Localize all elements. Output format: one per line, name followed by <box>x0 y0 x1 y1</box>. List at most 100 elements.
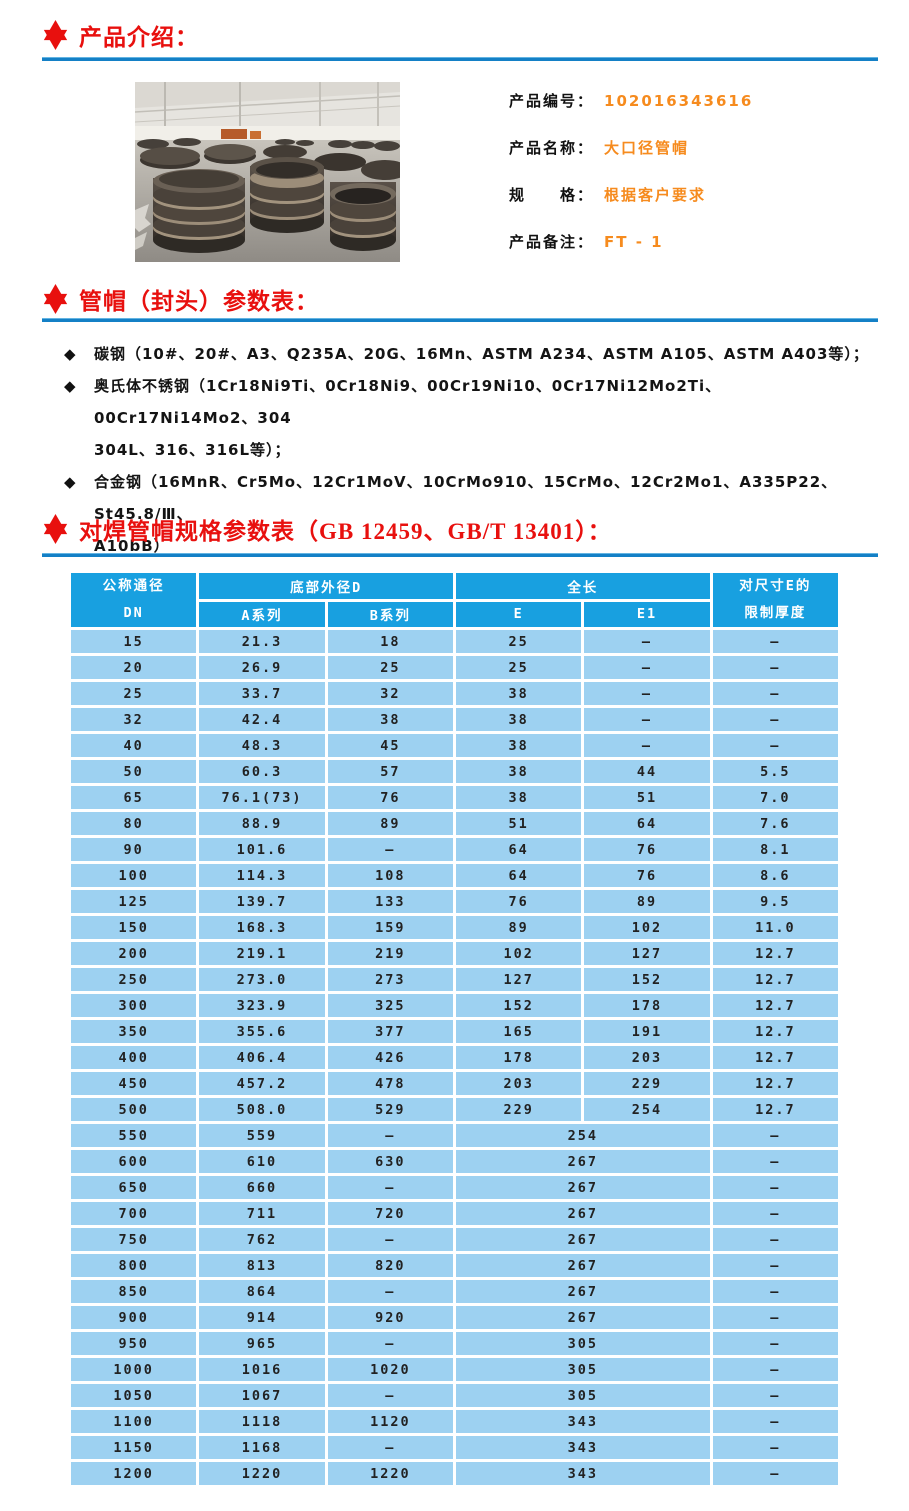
table-cell: – <box>327 838 453 861</box>
table-cell: – <box>712 630 838 653</box>
field-label: 产品备注： <box>509 233 595 251</box>
table-cell: 650 <box>71 1176 197 1199</box>
table-cell: 89 <box>455 916 582 939</box>
table-cell: – <box>712 1384 838 1407</box>
table-row: 600 610 630 267– <box>71 1150 838 1173</box>
table-cell: 850 <box>71 1280 197 1303</box>
table-cell: 76 <box>327 786 453 809</box>
table-cell: 178 <box>455 1046 582 1069</box>
table-cell: 44 <box>584 760 710 783</box>
product-field-name: 产品名称： 大口径管帽 <box>509 137 753 157</box>
material-line: 304L、316、316L等）； <box>94 441 291 459</box>
table-header-row: A系列 B系列 E E1 <box>71 601 838 627</box>
table-cell: 267 <box>455 1280 710 1303</box>
table-cell: 26.9 <box>199 656 325 679</box>
table-cell: 159 <box>327 916 453 939</box>
table-cell: 89 <box>327 812 453 835</box>
table-cell: 12.7 <box>712 942 838 965</box>
table-cell: 203 <box>455 1072 582 1095</box>
table-cell: 478 <box>327 1072 453 1095</box>
table-cell: – <box>712 656 838 679</box>
table-cell: – <box>712 1306 838 1329</box>
table-cell: 1150 <box>71 1436 197 1459</box>
table-cell: 88.9 <box>199 812 325 835</box>
table-cell: 965 <box>199 1332 325 1355</box>
table-cell: 114.3 <box>199 864 325 887</box>
table-cell: 1118 <box>199 1410 325 1433</box>
diamond-bullet-icon: ◆ <box>64 345 77 363</box>
table-cell: 38 <box>327 708 453 731</box>
table-cell: 550 <box>71 1124 197 1147</box>
col-header-b-series: B系列 <box>327 601 453 627</box>
table-cell: – <box>584 708 710 731</box>
table-cell: 1168 <box>199 1436 325 1459</box>
table-cell: 32 <box>327 682 453 705</box>
table-cell: 101.6 <box>199 838 325 861</box>
product-photo <box>135 82 400 262</box>
table-cell: 343 <box>455 1436 710 1459</box>
table-cell: – <box>327 1176 453 1199</box>
table-cell: 559 <box>199 1124 325 1147</box>
table-cell: 100 <box>71 864 197 887</box>
table-row: 1050 1067–305– <box>71 1384 838 1407</box>
table-cell: 133 <box>327 890 453 913</box>
table-cell: – <box>712 1462 838 1485</box>
table-cell: – <box>584 656 710 679</box>
table-cell: – <box>327 1124 453 1147</box>
table-cell: 178 <box>584 994 710 1017</box>
table-cell: – <box>712 1150 838 1173</box>
spec-title-standards: （GB 12459、GB/T 13401）： <box>295 519 612 544</box>
table-cell: 25 <box>455 630 582 653</box>
product-field-spec: 规 格： 根据客户要求 <box>509 184 753 204</box>
table-row: 400 406.4 426 178 203 12.7 <box>71 1046 838 1069</box>
table-cell: 12.7 <box>712 1072 838 1095</box>
table-cell: 80 <box>71 812 197 835</box>
table-cell: – <box>712 708 838 731</box>
table-cell: 254 <box>584 1098 710 1121</box>
table-cell: 60.3 <box>199 760 325 783</box>
table-cell: 38 <box>455 786 582 809</box>
spec-table-container: 公称通径 DN 底部外径D 全长 对尺寸E的 限制厚度 A系列 B系列 E E1 1… <box>68 570 841 1488</box>
section-divider <box>42 57 878 61</box>
table-cell: 32 <box>71 708 197 731</box>
table-cell: 20 <box>71 656 197 679</box>
product-field-code: 产品编号： 102016343616 <box>509 90 754 110</box>
table-cell: 630 <box>327 1150 453 1173</box>
list-item: ◆ 碳钢（10#、20#、A3、Q235A、20G、16Mn、ASTM A234… <box>64 338 876 370</box>
table-header-row: 公称通径 DN 底部外径D 全长 对尺寸E的 限制厚度 <box>71 573 838 627</box>
table-cell: 267 <box>455 1176 710 1199</box>
table-cell: 323.9 <box>199 994 325 1017</box>
table-cell: 305 <box>455 1358 710 1381</box>
table-cell: – <box>327 1332 453 1355</box>
spec-title-main: 对焊管帽规格参数表 <box>79 519 295 545</box>
table-cell: – <box>712 734 838 757</box>
field-value: 102016343616 <box>604 92 754 110</box>
table-cell: 250 <box>71 968 197 991</box>
table-cell: 76 <box>455 890 582 913</box>
table-row: 500 508.0 529 229 254 12.7 <box>71 1098 838 1121</box>
table-cell: – <box>584 630 710 653</box>
table-cell: 8.6 <box>712 864 838 887</box>
table-cell: 152 <box>584 968 710 991</box>
table-cell: 457.2 <box>199 1072 325 1095</box>
table-cell: 168.3 <box>199 916 325 939</box>
table-row: 150 168.3 159 89 102 11.0 <box>71 916 838 939</box>
table-cell: 48.3 <box>199 734 325 757</box>
star-icon <box>43 19 68 50</box>
table-cell: 355.6 <box>199 1020 325 1043</box>
table-cell: 57 <box>327 760 453 783</box>
table-row: 950 965–305– <box>71 1332 838 1355</box>
table-row: 32 42.4 38 38– – <box>71 708 838 731</box>
section-divider <box>42 318 878 322</box>
table-cell: 76 <box>584 864 710 887</box>
table-row: 700 711 720 267– <box>71 1202 838 1225</box>
field-label: 产品名称： <box>509 139 595 157</box>
table-cell: 21.3 <box>199 630 325 653</box>
star-icon <box>43 283 68 314</box>
field-value: 大口径管帽 <box>604 139 690 157</box>
table-cell: 38 <box>455 682 582 705</box>
table-cell: 800 <box>71 1254 197 1277</box>
spec-table-body: 15 21.3 18 25– –20 26.9 25 25– –25 33.7 32 38– –32 42… <box>71 630 838 1485</box>
table-cell: – <box>712 1280 838 1303</box>
table-cell: 1067 <box>199 1384 325 1407</box>
